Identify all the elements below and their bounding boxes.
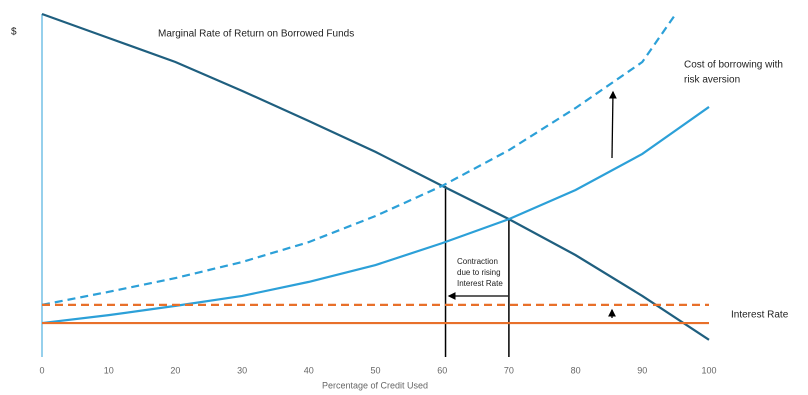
- x-tick-label: 60: [437, 365, 447, 375]
- annotation: Interest Rate: [457, 279, 503, 288]
- annotation: risk aversion: [684, 75, 740, 86]
- series-label: Interest Rate: [731, 310, 789, 321]
- x-tick-label: 70: [504, 365, 514, 375]
- series-line: [41, 13, 677, 306]
- series-label: Marginal Rate of Return on Borrowed Fund…: [158, 29, 354, 40]
- x-tick-label: 50: [370, 365, 380, 375]
- series-line: [41, 106, 710, 325]
- annotation: Cost of borrowing with: [684, 60, 783, 71]
- annotation: due to rising: [457, 268, 501, 277]
- series-line: [41, 12, 710, 341]
- y-axis-label: $: [11, 27, 17, 38]
- x-tick-label: 40: [304, 365, 314, 375]
- x-axis-label: Percentage of Credit Used: [322, 380, 428, 390]
- arrow: [609, 90, 617, 159]
- x-tick-label: 90: [637, 365, 647, 375]
- x-tick-label: 30: [237, 365, 247, 375]
- x-tick-label: 100: [701, 365, 716, 375]
- annotation: Contraction: [457, 257, 498, 266]
- x-tick-label: 10: [104, 365, 114, 375]
- x-tick-label: 0: [39, 365, 44, 375]
- x-tick-label: 20: [170, 365, 180, 375]
- x-tick-label: 80: [571, 365, 581, 375]
